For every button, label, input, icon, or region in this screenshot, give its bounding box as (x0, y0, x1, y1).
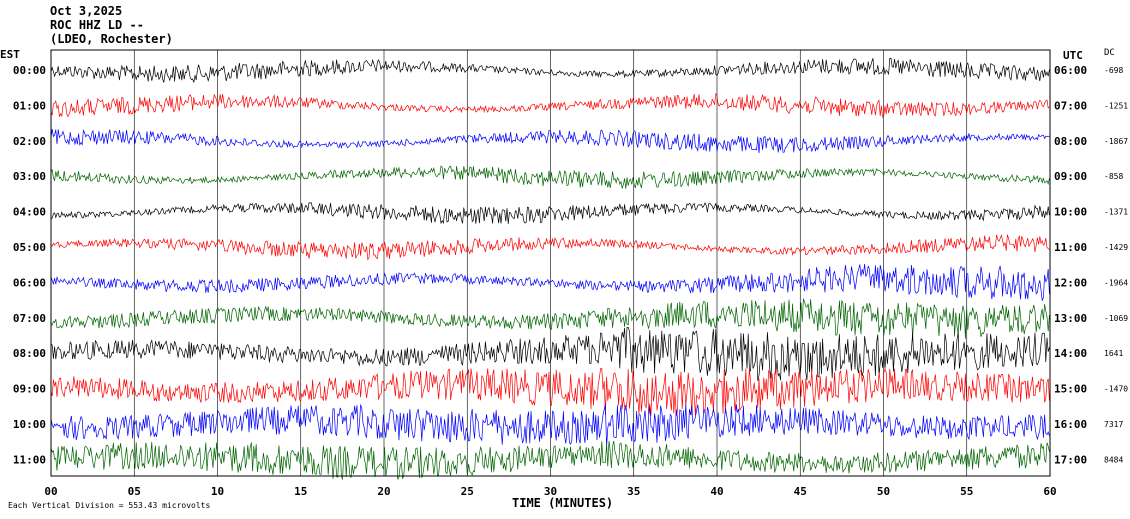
utc-tick-label: 17:00 (1054, 453, 1087, 466)
trace-08:00 (50, 327, 1050, 381)
scale-note: Each Vertical Division = 553.43 microvol… (8, 501, 211, 510)
utc-tick-label: 16:00 (1054, 418, 1087, 431)
trace-11:00 (50, 440, 1050, 481)
dc-value: 7317 (1104, 420, 1123, 429)
time-gridlines (133, 50, 968, 476)
utc-tick-label: 06:00 (1054, 64, 1087, 77)
est-tick-label: 02:00 (13, 135, 46, 148)
x-tick-label: 35 (627, 485, 640, 498)
utc-tick-label: 10:00 (1054, 206, 1087, 219)
est-tick-label: 08:00 (13, 347, 46, 360)
x-tick-label: 55 (960, 485, 973, 498)
trace-02:00 (50, 128, 1050, 154)
x-tick-label: 00 (44, 485, 57, 498)
utc-tick-label: 07:00 (1054, 99, 1087, 112)
trace-06:00 (50, 263, 1050, 302)
seismic-traces (50, 57, 1050, 481)
x-tick-label: 10 (211, 485, 224, 498)
dc-value: -1069 (1104, 314, 1128, 323)
trace-10:00 (50, 403, 1050, 448)
utc-label: UTC (1063, 49, 1083, 62)
dc-value: -1371 (1104, 208, 1128, 217)
dc-value: -1964 (1104, 278, 1128, 287)
plot-frame (50, 49, 1051, 477)
dc-value: -1429 (1104, 243, 1128, 252)
x-tick-label: 25 (461, 485, 474, 498)
utc-tick-label: 12:00 (1054, 276, 1087, 289)
trace-00:00 (50, 57, 1050, 83)
x-tick-label: 15 (294, 485, 307, 498)
est-tick-label: 06:00 (13, 276, 46, 289)
dc-value: -1470 (1104, 385, 1128, 394)
plot-border (50, 49, 1051, 477)
dc-label: DC (1104, 48, 1115, 58)
date-label: Oct 3,2025 (50, 4, 123, 18)
est-tick-label: 11:00 (13, 453, 46, 466)
utc-tick-label: 08:00 (1054, 135, 1087, 148)
station-label: ROC HHZ LD -- (50, 18, 144, 32)
utc-tick-label: 11:00 (1054, 241, 1087, 254)
dc-value: 1641 (1104, 349, 1123, 358)
est-tick-label: 09:00 (13, 383, 46, 396)
est-tick-label: 05:00 (13, 241, 46, 254)
axis-labels: 00:00 06:00 -698 01:00 07:00 -1251 02:00 08:00 -… (13, 64, 1128, 498)
est-tick-label: 04:00 (13, 206, 46, 219)
trace-07:00 (50, 298, 1050, 339)
est-tick-label: 03:00 (13, 170, 46, 183)
x-tick-label: 30 (544, 485, 557, 498)
est-tick-label: 01:00 (13, 99, 46, 112)
est-tick-label: 10:00 (13, 418, 46, 431)
dc-value: -858 (1104, 172, 1123, 181)
utc-tick-label: 09:00 (1054, 170, 1087, 183)
x-axis-label: TIME (MINUTES) (512, 496, 614, 510)
dc-value: -1867 (1104, 137, 1128, 146)
trace-09:00 (50, 367, 1050, 416)
est-label: EST (0, 48, 20, 61)
utc-tick-label: 15:00 (1054, 383, 1087, 396)
est-tick-label: 07:00 (13, 312, 46, 325)
x-tick-label: 20 (377, 485, 390, 498)
trace-01:00 (50, 92, 1050, 118)
trace-05:00 (50, 234, 1050, 261)
est-tick-label: 00:00 (13, 64, 46, 77)
x-tick-label: 45 (794, 485, 807, 498)
trace-03:00 (50, 165, 1050, 190)
x-tick-label: 40 (710, 485, 723, 498)
trace-04:00 (50, 202, 1050, 225)
dc-value: 8484 (1104, 455, 1123, 464)
x-tick-label: 60 (1043, 485, 1056, 498)
x-tick-label: 50 (877, 485, 890, 498)
dc-value: -1251 (1104, 101, 1128, 110)
dc-value: -698 (1104, 66, 1123, 75)
utc-tick-label: 14:00 (1054, 347, 1087, 360)
network-label: (LDEO, Rochester) (50, 32, 173, 46)
x-tick-label: 05 (128, 485, 141, 498)
utc-tick-label: 13:00 (1054, 312, 1087, 325)
